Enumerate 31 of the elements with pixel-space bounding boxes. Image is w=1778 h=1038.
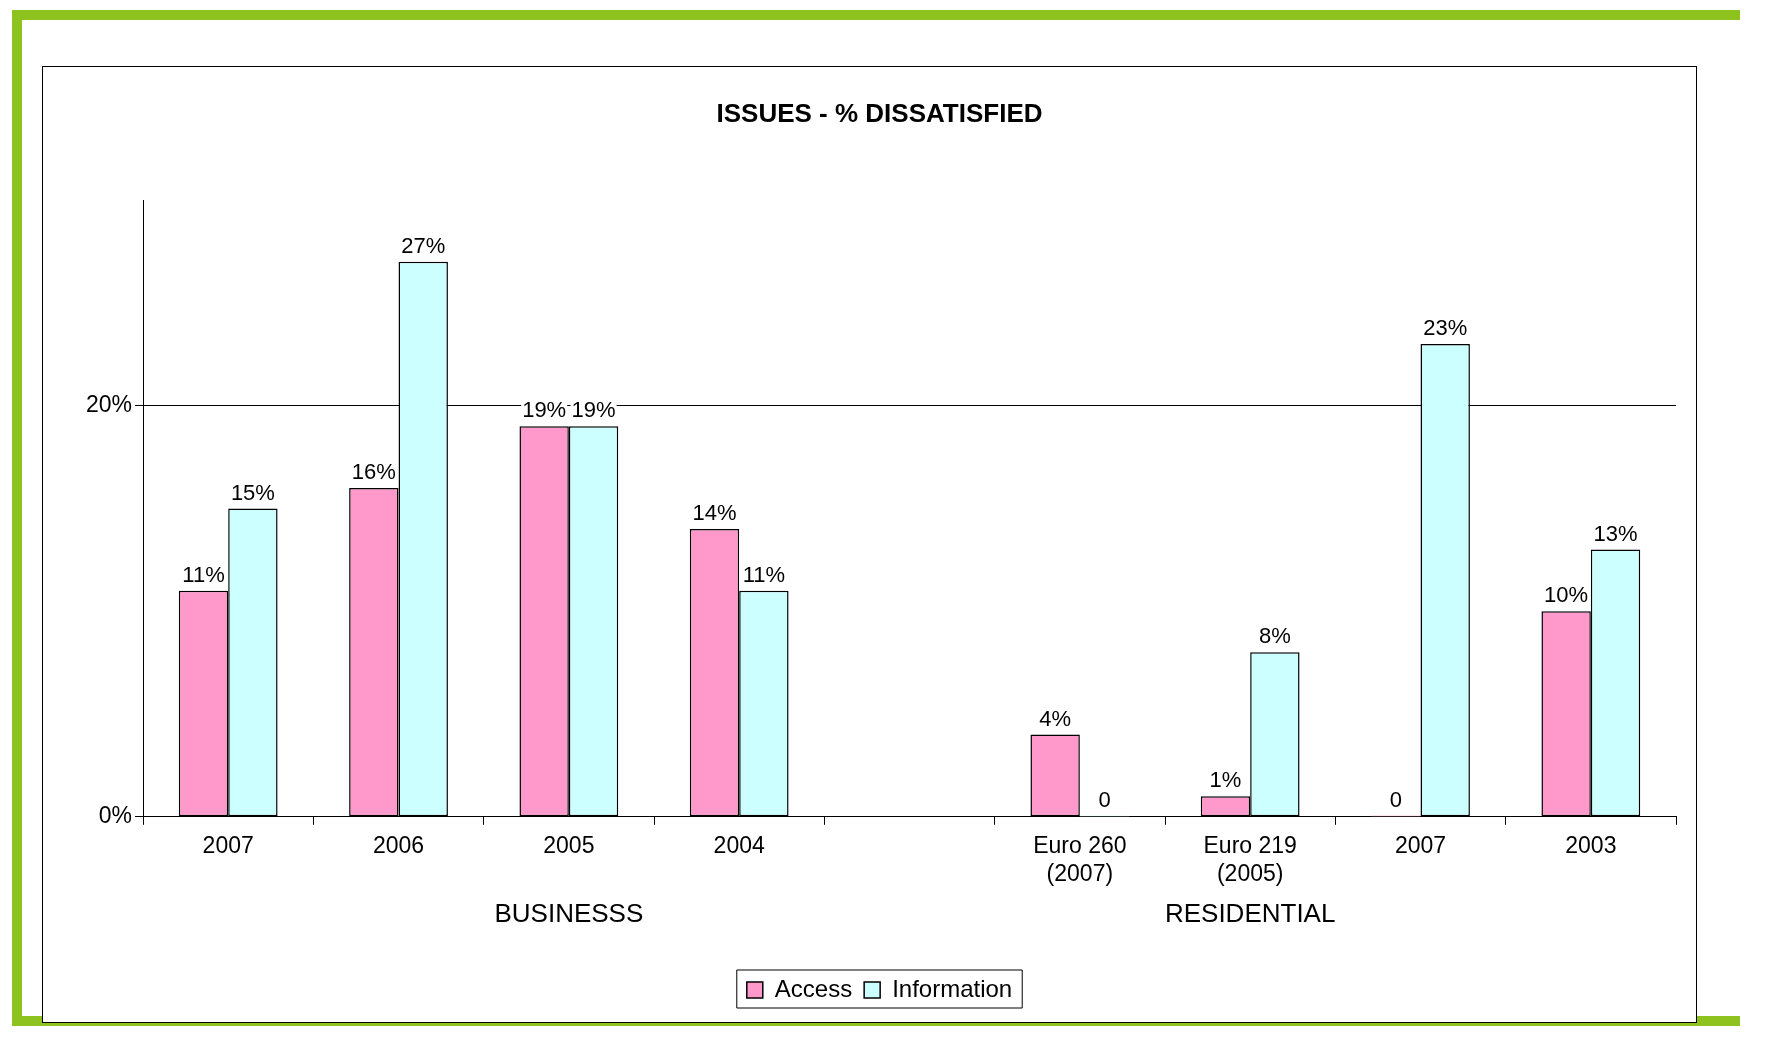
data-label: 4%: [1039, 705, 1072, 731]
y-tick-label: 20%: [85, 391, 133, 418]
data-label: 23%: [1423, 315, 1468, 341]
x-tick-label: Euro 260 (2007): [1033, 831, 1127, 886]
x-tick-label: 2005: [543, 831, 595, 858]
x-tick-label: Euro 219 (2005): [1203, 831, 1297, 886]
data-label: 10%: [1544, 582, 1589, 608]
data-label: 19%: [522, 397, 567, 423]
chart-title: ISSUES - % DISSATISFIED: [716, 97, 1043, 128]
data-label: 15%: [230, 479, 275, 505]
data-label: 16%: [351, 459, 396, 485]
data-label: 19%: [571, 397, 616, 423]
x-tick-label: 2007: [202, 831, 254, 858]
x-tick-label: 2004: [713, 831, 765, 858]
legend-label: Access: [774, 974, 853, 1002]
data-label: 13%: [1593, 520, 1638, 546]
text: RESIDENTIAL: [1164, 897, 1336, 928]
data-label: 11%: [742, 561, 786, 587]
data-label: 11%: [182, 561, 225, 587]
data-label: 27%: [401, 232, 446, 258]
data-label: 8%: [1258, 623, 1291, 649]
data-label: 14%: [692, 500, 737, 526]
data-label: 0: [1389, 786, 1402, 812]
data-label: 1%: [1209, 767, 1242, 793]
x-tick-label: 2007: [1394, 831, 1447, 858]
data-label: 0: [1098, 786, 1111, 812]
text: BUSINESSS: [494, 897, 644, 928]
x-tick-label: 2006: [372, 831, 425, 858]
legend-label: Information: [892, 974, 1013, 1002]
x-tick-label: 2003: [1565, 831, 1617, 858]
y-tick-label: 0%: [98, 802, 133, 829]
